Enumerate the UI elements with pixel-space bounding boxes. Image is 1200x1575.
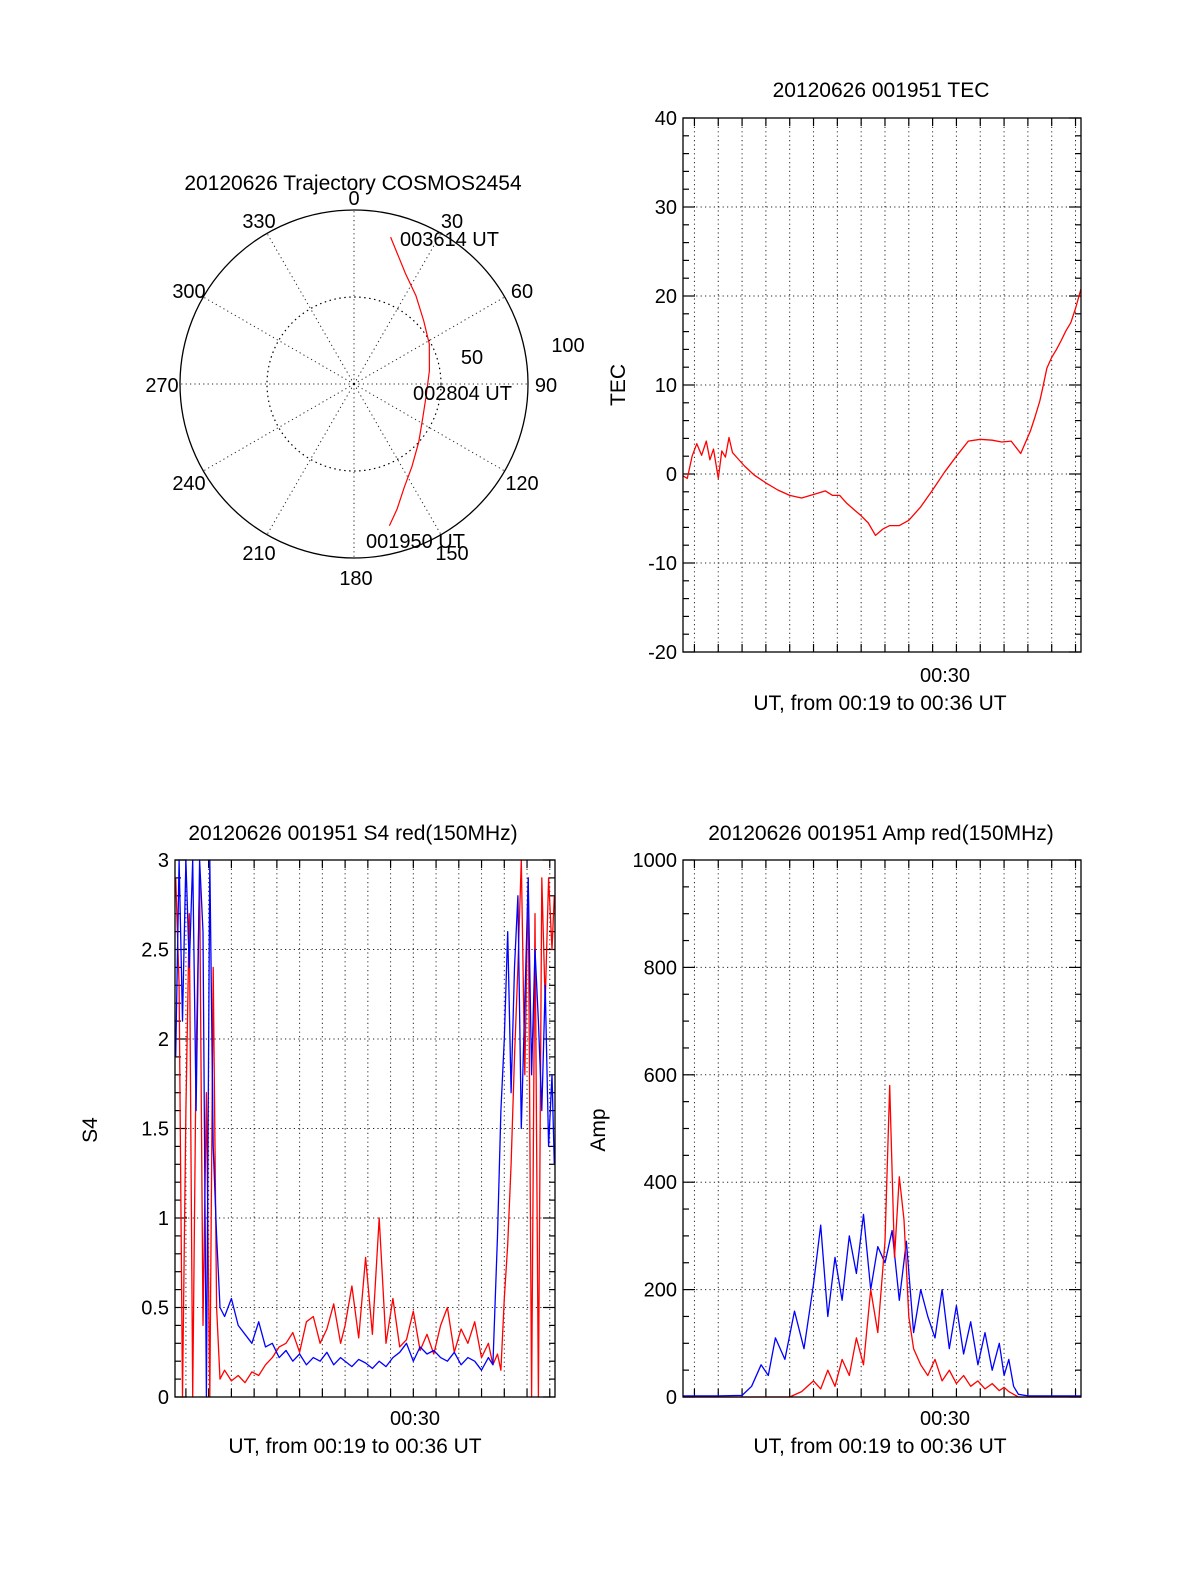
angle-label-150: 150 xyxy=(435,543,468,565)
amp-series xyxy=(683,1084,1081,1398)
tec-y-axis-label: TEC xyxy=(607,364,630,406)
s4-title: 20120626 001951 S4 red(150MHz) xyxy=(188,822,517,845)
angle-label-300: 300 xyxy=(172,281,205,303)
s4-y-tick-label: 2 xyxy=(158,1029,169,1051)
tec-y-tick-labels: -20 -10 0 10 20 30 40 xyxy=(648,108,677,664)
amp-series-blue-line xyxy=(683,1213,1081,1397)
tec-panel: 20120626 001951 TEC -20 -10 0 10 20 30 40 00:3… xyxy=(607,79,1082,715)
tec-y-tick-label: 40 xyxy=(655,108,677,130)
s4-plot-frame xyxy=(174,859,556,1398)
polar-title: 20120626 Trajectory COSMOS2454 xyxy=(184,172,522,195)
polar-spoke-210 xyxy=(266,383,355,535)
tec-y-tick-label: 30 xyxy=(655,197,677,219)
tec-y-tick-label: -20 xyxy=(648,642,677,664)
polar-outer-circle xyxy=(179,209,529,559)
polar-spoke-30 xyxy=(353,233,442,385)
polar-spoke-300 xyxy=(203,296,355,385)
tec-x-axis-label: UT, from 00:19 to 00:36 UT xyxy=(753,692,1006,715)
s4-y-tick-label: 3 xyxy=(158,850,169,872)
polar-trajectory-panel: 20120626 Trajectory COSMOS2454 0 30 60 9… xyxy=(145,172,584,590)
polar-spoke-240 xyxy=(203,383,355,472)
amp-y-tick-label: 600 xyxy=(644,1065,677,1087)
s4-y-tick-label: 1 xyxy=(158,1208,169,1230)
angle-label-60: 60 xyxy=(511,281,533,303)
angle-label-180: 180 xyxy=(339,568,372,590)
annotation-003614: 003614 UT xyxy=(400,229,499,251)
amp-x-tick-label: 00:30 xyxy=(920,1408,970,1430)
s4-y-tick-label: 1.5 xyxy=(141,1119,169,1141)
angle-label-120: 120 xyxy=(505,473,538,495)
s4-series xyxy=(175,859,555,1398)
amp-y-tick-label: 0 xyxy=(666,1387,677,1409)
s4-series-blue-line xyxy=(175,859,555,1398)
amp-series-red-line xyxy=(683,1084,1081,1398)
s4-panel: 20120626 001951 S4 red(150MHz) 0 0.5 1 1.5 2… xyxy=(79,822,556,1458)
angle-label-270: 270 xyxy=(145,375,178,397)
radius-label-100: 100 xyxy=(551,335,584,357)
annotation-001950: 001950 UT xyxy=(366,531,465,553)
s4-x-tick-label: 00:30 xyxy=(390,1408,440,1430)
amp-x-axis-label: UT, from 00:19 to 00:36 UT xyxy=(753,1435,1006,1458)
amp-y-axis-label: Amp xyxy=(587,1108,610,1151)
amp-y-tick-label: 800 xyxy=(644,957,677,979)
tec-series-red-line xyxy=(682,288,1082,537)
tec-y-tick-label: 0 xyxy=(666,464,677,486)
s4-series-red-line xyxy=(175,859,555,1398)
polar-spoke-330 xyxy=(266,233,355,385)
polar-series xyxy=(388,236,431,527)
amp-plot-frame xyxy=(682,859,1082,1398)
amp-title: 20120626 001951 Amp red(150MHz) xyxy=(708,822,1054,845)
amp-grid xyxy=(683,859,1081,1398)
angle-label-30: 30 xyxy=(441,211,463,233)
tec-y-tick-label: -10 xyxy=(648,553,677,575)
tec-series xyxy=(682,288,1082,537)
tec-grid xyxy=(683,117,1081,653)
tec-y-tick-label: 20 xyxy=(655,286,677,308)
angle-label-240: 240 xyxy=(172,473,205,495)
s4-y-tick-label: 0 xyxy=(158,1387,169,1409)
amp-y-tick-label: 200 xyxy=(644,1280,677,1302)
polar-angle-labels: 0 30 60 90 120 150 180 210 240 270 300 3… xyxy=(145,188,557,590)
tec-x-tick-label: 00:30 xyxy=(920,665,970,687)
polar-grid xyxy=(180,210,528,558)
s4-y-tick-labels: 0 0.5 1 1.5 2 2.5 3 xyxy=(141,850,169,1409)
radius-label-50: 50 xyxy=(461,347,483,369)
angle-label-210: 210 xyxy=(242,543,275,565)
polar-trajectory-line xyxy=(388,236,431,527)
angle-label-90: 90 xyxy=(535,375,557,397)
polar-grid-circle-50 xyxy=(266,296,442,472)
amp-y-tick-label: 1000 xyxy=(633,850,678,872)
s4-x-axis-label: UT, from 00:19 to 00:36 UT xyxy=(228,1435,481,1458)
angle-label-330: 330 xyxy=(242,211,275,233)
s4-y-axis-label: S4 xyxy=(79,1117,102,1143)
tec-title: 20120626 001951 TEC xyxy=(773,79,990,102)
tec-y-tick-label: 10 xyxy=(655,375,677,397)
amp-y-tick-label: 400 xyxy=(644,1172,677,1194)
amp-ticks xyxy=(683,859,1081,1398)
s4-grid xyxy=(175,859,555,1398)
annotation-002804: 002804 UT xyxy=(413,383,512,405)
s4-y-tick-label: 2.5 xyxy=(141,940,169,962)
amp-panel: 20120626 001951 Amp red(150MHz) 0 200 400 6… xyxy=(587,822,1082,1458)
s4-y-tick-label: 0.5 xyxy=(141,1298,169,1320)
tec-plot-frame xyxy=(682,117,1082,653)
angle-label-0: 0 xyxy=(348,188,359,210)
amp-y-tick-labels: 0 200 400 600 800 1000 xyxy=(633,850,678,1409)
